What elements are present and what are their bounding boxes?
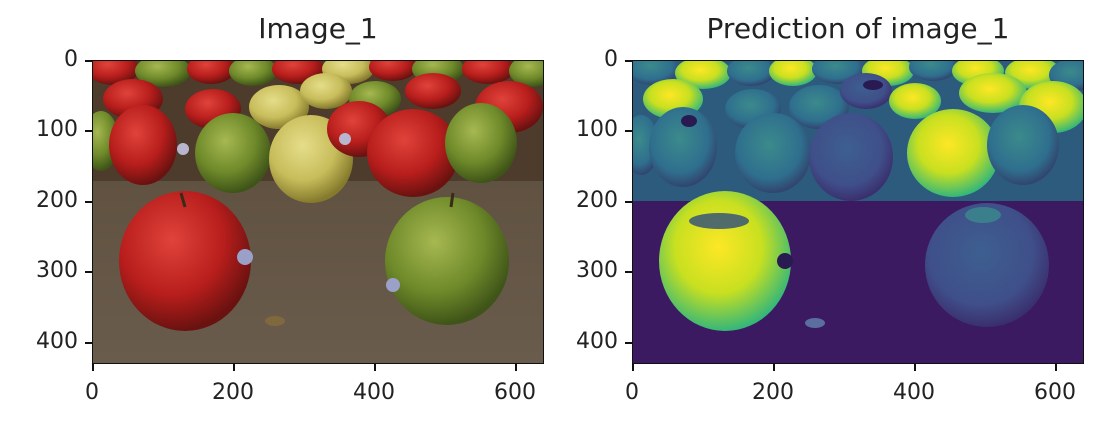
x-tick-mark [773,364,775,371]
image-axes [92,60,544,364]
x-tick-mark [374,364,376,371]
y-tick-label: 300 [576,258,618,283]
y-tick-label: 300 [36,258,78,283]
y-tick-mark [625,342,632,344]
x-tick-label: 0 [625,380,639,405]
y-tick-label: 0 [64,47,78,72]
y-tick-mark [85,271,92,273]
y-tick-label: 400 [36,329,78,354]
prediction-axes [632,60,1084,364]
y-tick-mark [625,130,632,132]
x-tick-mark [1055,364,1057,371]
x-tick-label: 400 [353,380,395,405]
x-tick-mark [914,364,916,371]
panel-title-prediction: Prediction of image_1 [706,12,1010,45]
y-tick-mark [625,201,632,203]
panel-title-image: Image_1 [258,12,378,45]
x-tick-mark [515,364,517,371]
y-tick-mark [85,201,92,203]
y-tick-mark [625,271,632,273]
y-tick-mark [85,60,92,62]
prediction-heatmap [633,61,1083,363]
x-tick-mark [233,364,235,371]
y-tick-mark [85,342,92,344]
x-tick-label: 0 [85,380,99,405]
y-tick-label: 0 [604,47,618,72]
x-tick-label: 200 [752,380,794,405]
x-tick-mark [92,364,94,371]
x-tick-label: 600 [1034,380,1076,405]
x-tick-mark [632,364,634,371]
x-tick-label: 200 [212,380,254,405]
y-tick-mark [85,130,92,132]
y-tick-mark [625,60,632,62]
y-tick-label: 200 [36,188,78,213]
y-tick-label: 100 [36,117,78,142]
y-tick-label: 400 [576,329,618,354]
x-tick-label: 400 [893,380,935,405]
y-tick-label: 200 [576,188,618,213]
y-tick-label: 100 [576,117,618,142]
apples-photo [93,61,543,363]
x-tick-label: 600 [494,380,536,405]
